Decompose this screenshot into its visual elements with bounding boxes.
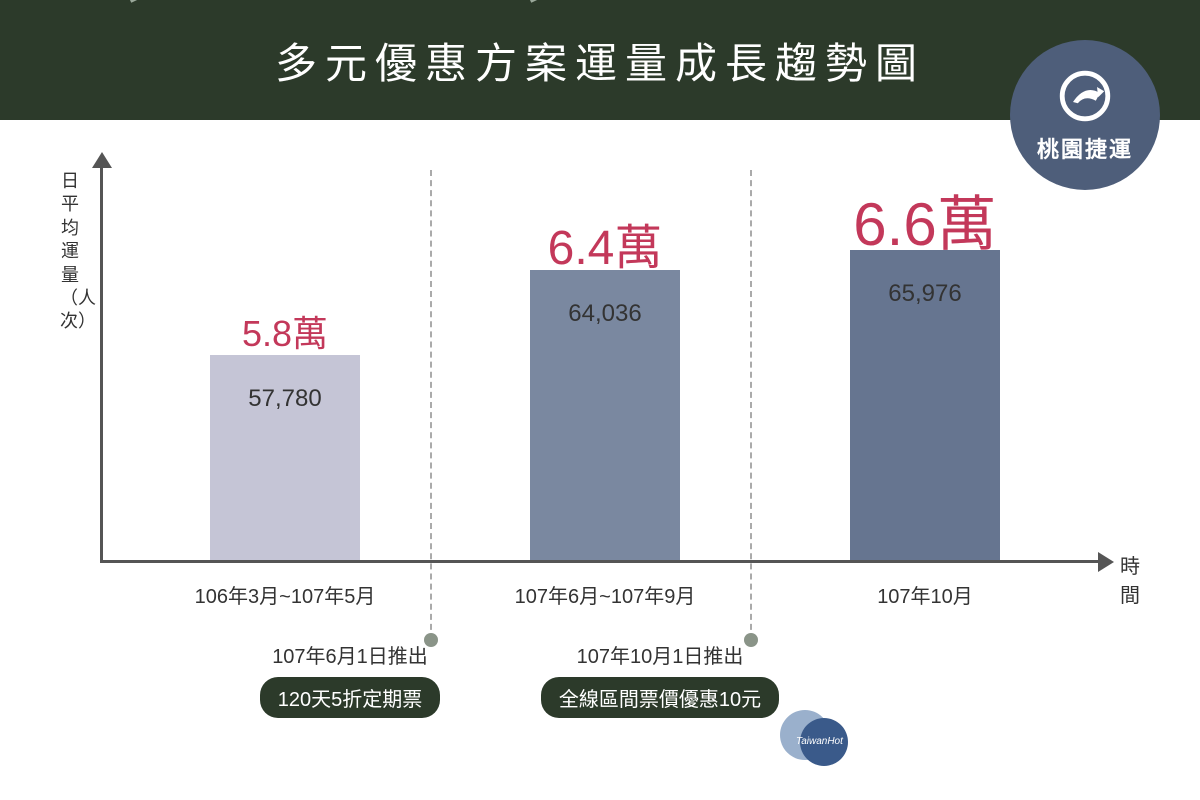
x-axis-label: 時間 xyxy=(1120,550,1140,608)
x-axis-arrow xyxy=(1098,552,1114,572)
decor-line-right xyxy=(530,0,658,3)
bar-chart: 日平均運量（人次） 時間 5.8萬57,7806.4萬64,0366.6萬65,… xyxy=(80,160,1130,600)
period-label: 107年10月 xyxy=(790,580,1060,609)
callout: 107年10月1日推出全線區間票價優惠10元 xyxy=(530,640,790,718)
chart-bar: 6.4萬64,036 xyxy=(530,270,680,560)
bar-top-label: 6.6萬 xyxy=(815,176,1035,263)
callout-badge: 全線區間票價優惠10元 xyxy=(541,677,779,718)
logo-text: 桃園捷運 xyxy=(1037,132,1133,164)
period-divider xyxy=(430,170,432,640)
period-label: 107年6月~107年9月 xyxy=(470,580,740,609)
callout-badge: 120天5折定期票 xyxy=(260,677,441,718)
period-label: 106年3月~107年5月 xyxy=(150,580,420,609)
metro-logo-icon xyxy=(1055,66,1115,126)
watermark: TaiwanHot xyxy=(780,700,850,770)
callout-date: 107年10月1日推出 xyxy=(530,640,790,669)
x-axis-line xyxy=(100,560,1100,563)
period-divider xyxy=(750,170,752,640)
bar-value: 64,036 xyxy=(530,300,680,328)
bar-value: 57,780 xyxy=(210,385,360,413)
logo-badge: 桃園捷運 xyxy=(1010,40,1160,190)
page-title: 多元優惠方案運量成長趨勢圖 xyxy=(275,30,925,91)
y-axis-label: 日平均運量（人次） xyxy=(60,170,80,334)
y-axis-line xyxy=(100,160,103,560)
bar-top-label: 6.4萬 xyxy=(495,208,715,278)
bar-value: 65,976 xyxy=(850,280,1000,308)
decor-line-left xyxy=(130,0,258,3)
callout-date: 107年6月1日推出 xyxy=(220,640,480,669)
bar-top-label: 5.8萬 xyxy=(175,305,395,357)
watermark-text: TaiwanHot xyxy=(796,736,843,747)
callout: 107年6月1日推出 120天5折定期票 xyxy=(220,640,480,718)
chart-bar: 6.6萬65,976 xyxy=(850,250,1000,560)
chart-bar: 5.8萬57,780 xyxy=(210,355,360,560)
